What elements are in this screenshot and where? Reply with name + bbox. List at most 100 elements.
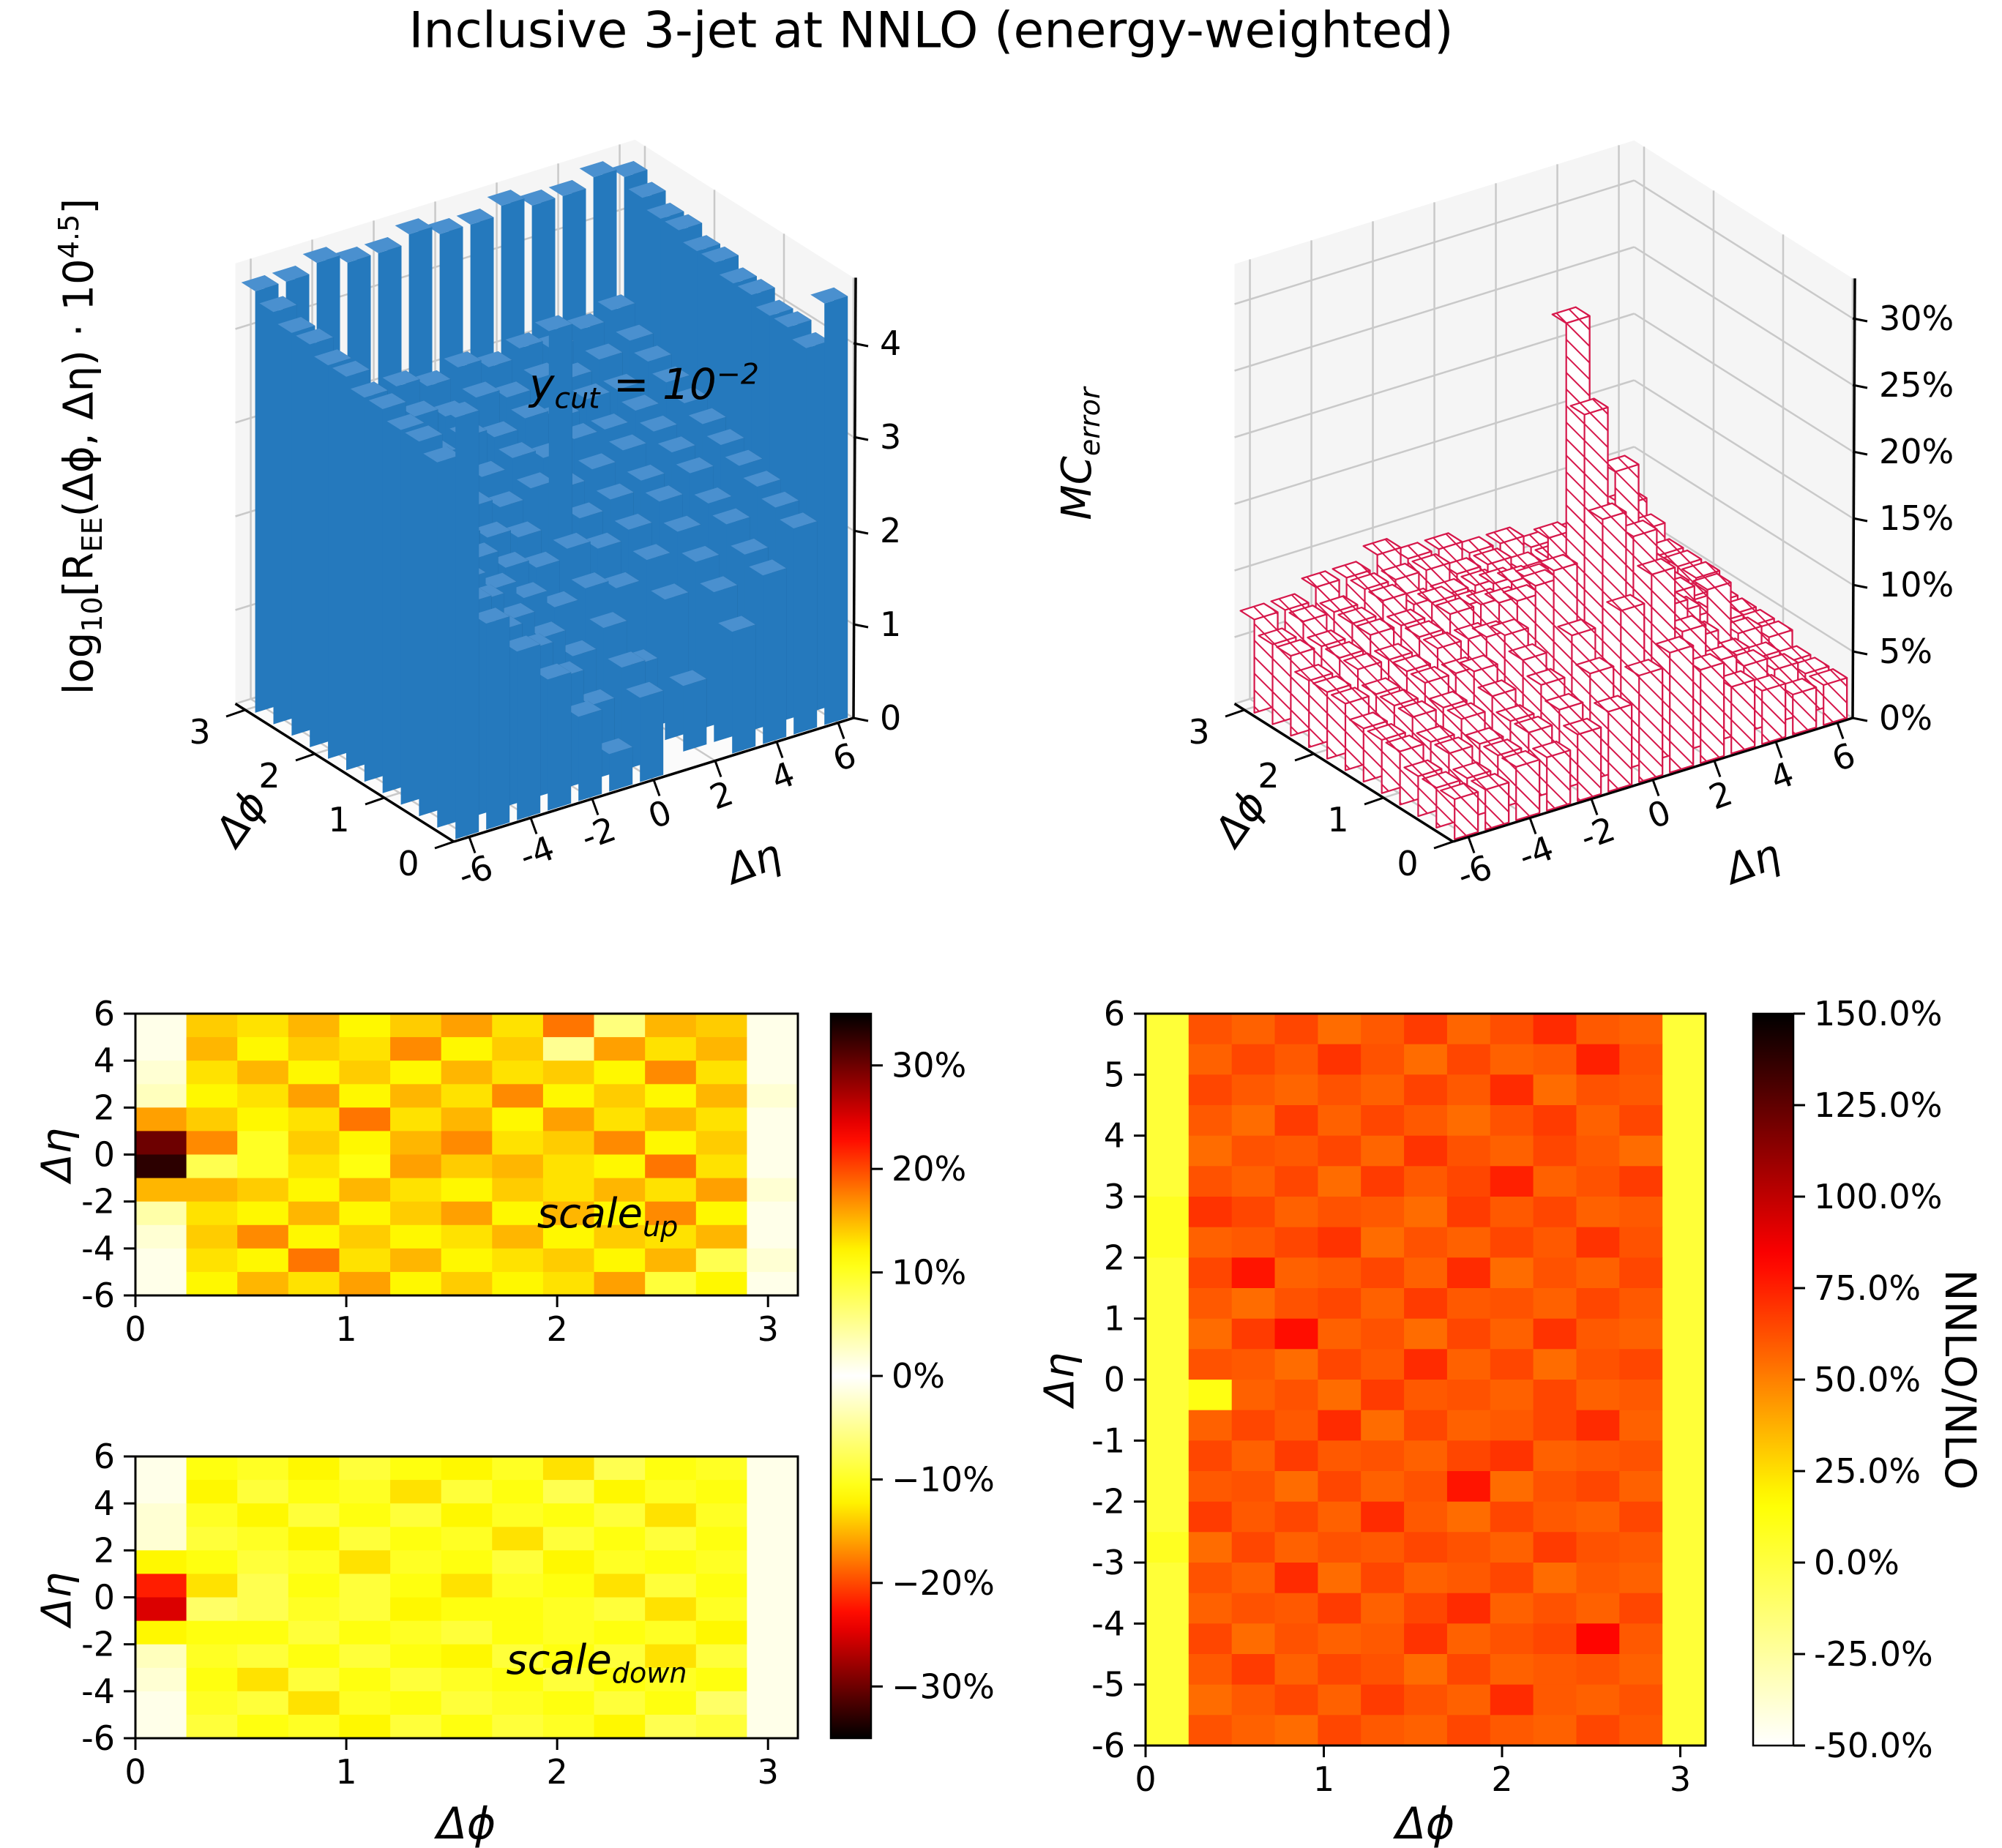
svg-text:-2: -2 xyxy=(1091,1482,1125,1522)
svg-text:6: 6 xyxy=(94,1437,115,1476)
svg-text:6: 6 xyxy=(828,735,862,779)
svg-text:6: 6 xyxy=(94,994,115,1033)
svg-text:2: 2 xyxy=(258,756,280,796)
ratio-colorbar-label: NNLO/NLO xyxy=(1935,1269,1985,1490)
svg-text:-25.0%: -25.0% xyxy=(1814,1634,1933,1674)
svg-text:4: 4 xyxy=(94,1041,115,1080)
svg-text:1: 1 xyxy=(335,1752,356,1792)
svg-text:4: 4 xyxy=(1766,754,1799,798)
svg-text:4: 4 xyxy=(766,754,800,798)
svg-text:-6: -6 xyxy=(1452,847,1498,895)
svg-text:0: 0 xyxy=(94,1578,115,1617)
svg-text:150.0%: 150.0% xyxy=(1814,994,1942,1033)
svg-text:3: 3 xyxy=(1670,1759,1691,1799)
scaleup-y-axis-label: Δη xyxy=(33,1128,81,1182)
svg-text:3: 3 xyxy=(758,1309,779,1349)
svg-text:25.0%: 25.0% xyxy=(1814,1451,1921,1491)
svg-text:5: 5 xyxy=(1104,1055,1125,1094)
svg-text:-6: -6 xyxy=(81,1276,115,1315)
nnlo-nlo-heatmap: 6 5 4 3 2 1 0 -1 -2 -3 -4 -5 -6 0 1 2 3 xyxy=(1091,994,1707,1799)
svg-text:0%: 0% xyxy=(892,1356,945,1396)
svg-text:1: 1 xyxy=(1327,800,1348,839)
svg-text:10%: 10% xyxy=(892,1253,966,1293)
svg-text:20%: 20% xyxy=(1879,432,1954,471)
svg-text:-3: -3 xyxy=(1091,1543,1125,1582)
svg-text:0: 0 xyxy=(1135,1759,1156,1799)
svg-text:15%: 15% xyxy=(1879,498,1954,538)
svg-text:2: 2 xyxy=(880,511,901,550)
svg-text:4: 4 xyxy=(94,1484,115,1523)
svg-text:50.0%: 50.0% xyxy=(1814,1360,1921,1399)
svg-text:100.0%: 100.0% xyxy=(1814,1177,1942,1216)
svg-text:-2: -2 xyxy=(1575,809,1621,857)
svg-text:−20%: −20% xyxy=(892,1563,995,1603)
svg-text:-4: -4 xyxy=(81,1229,115,1268)
svg-text:1: 1 xyxy=(880,605,901,644)
svg-text:10%: 10% xyxy=(1879,565,1954,605)
svg-text:3: 3 xyxy=(880,417,901,457)
svg-text:0: 0 xyxy=(94,1135,115,1175)
svg-text:-2: -2 xyxy=(576,809,621,857)
svg-text:30%: 30% xyxy=(892,1046,966,1085)
svg-text:2: 2 xyxy=(1704,773,1738,818)
svg-text:-1: -1 xyxy=(1091,1421,1125,1460)
svg-text:5%: 5% xyxy=(1879,632,1932,671)
svg-text:6: 6 xyxy=(1104,994,1125,1033)
svg-text:-5: -5 xyxy=(1091,1665,1125,1705)
svg-text:2: 2 xyxy=(94,1088,115,1127)
scaledown-y-axis-label: Δη xyxy=(33,1572,81,1626)
svg-text:1: 1 xyxy=(1313,1759,1334,1799)
svg-text:-6: -6 xyxy=(81,1718,115,1758)
svg-text:3: 3 xyxy=(758,1752,779,1792)
svg-text:0: 0 xyxy=(124,1752,146,1792)
svg-text:20%: 20% xyxy=(892,1149,966,1189)
scaledown-x-axis-label: Δϕ xyxy=(436,1798,496,1848)
svg-text:0: 0 xyxy=(880,698,901,738)
svg-text:−30%: −30% xyxy=(892,1666,995,1706)
svg-text:4: 4 xyxy=(1104,1116,1125,1156)
svg-text:0: 0 xyxy=(124,1309,146,1349)
svg-text:0: 0 xyxy=(1643,792,1676,837)
svg-text:6: 6 xyxy=(1827,735,1861,779)
scaleup-annotation: scaleup xyxy=(537,1189,679,1243)
svg-text:-2: -2 xyxy=(81,1625,115,1664)
svg-text:2: 2 xyxy=(1104,1238,1125,1277)
svg-text:1: 1 xyxy=(335,1309,356,1349)
svg-text:-6: -6 xyxy=(453,847,498,895)
ratio-colorbar: 150.0% 125.0% 100.0% 75.0% 50.0% 25.0% 0.0% -25… xyxy=(1752,994,1942,1765)
svg-text:0: 0 xyxy=(1104,1360,1125,1399)
svg-text:-50.0%: -50.0% xyxy=(1814,1726,1933,1765)
svg-text:1: 1 xyxy=(1104,1299,1125,1339)
svg-text:2: 2 xyxy=(1258,756,1279,796)
svg-text:25%: 25% xyxy=(1879,365,1954,405)
svg-text:-4: -4 xyxy=(1091,1604,1125,1643)
svg-text:3: 3 xyxy=(1188,712,1209,752)
svg-text:3: 3 xyxy=(189,712,210,752)
svg-text:−10%: −10% xyxy=(892,1459,995,1499)
svg-text:1: 1 xyxy=(328,800,349,839)
svg-text:3: 3 xyxy=(1104,1177,1125,1216)
scale-colorbar: 30% 20% 10% 0% −10% −20% −30% xyxy=(829,1012,995,1740)
svg-text:-4: -4 xyxy=(515,828,560,876)
svg-text:125.0%: 125.0% xyxy=(1814,1085,1942,1125)
svg-text:0%: 0% xyxy=(1879,698,1932,738)
svg-text:0: 0 xyxy=(1397,844,1418,883)
svg-text:2: 2 xyxy=(1491,1759,1512,1799)
svg-text:0.0%: 0.0% xyxy=(1814,1543,1900,1582)
svg-text:75.0%: 75.0% xyxy=(1814,1268,1921,1308)
svg-text:-2: -2 xyxy=(81,1182,115,1222)
ycut-annotation: ycut = 10−2 xyxy=(529,357,759,416)
svg-text:0: 0 xyxy=(643,792,677,837)
svg-text:2: 2 xyxy=(546,1309,567,1349)
svg-text:30%: 30% xyxy=(1879,299,1954,338)
svg-text:2: 2 xyxy=(705,773,739,818)
ree-z-axis-label: log10[REE(Δϕ, Δη) · 104.5] xyxy=(53,198,108,695)
svg-text:2: 2 xyxy=(94,1530,115,1570)
svg-text:-6: -6 xyxy=(1091,1726,1125,1765)
